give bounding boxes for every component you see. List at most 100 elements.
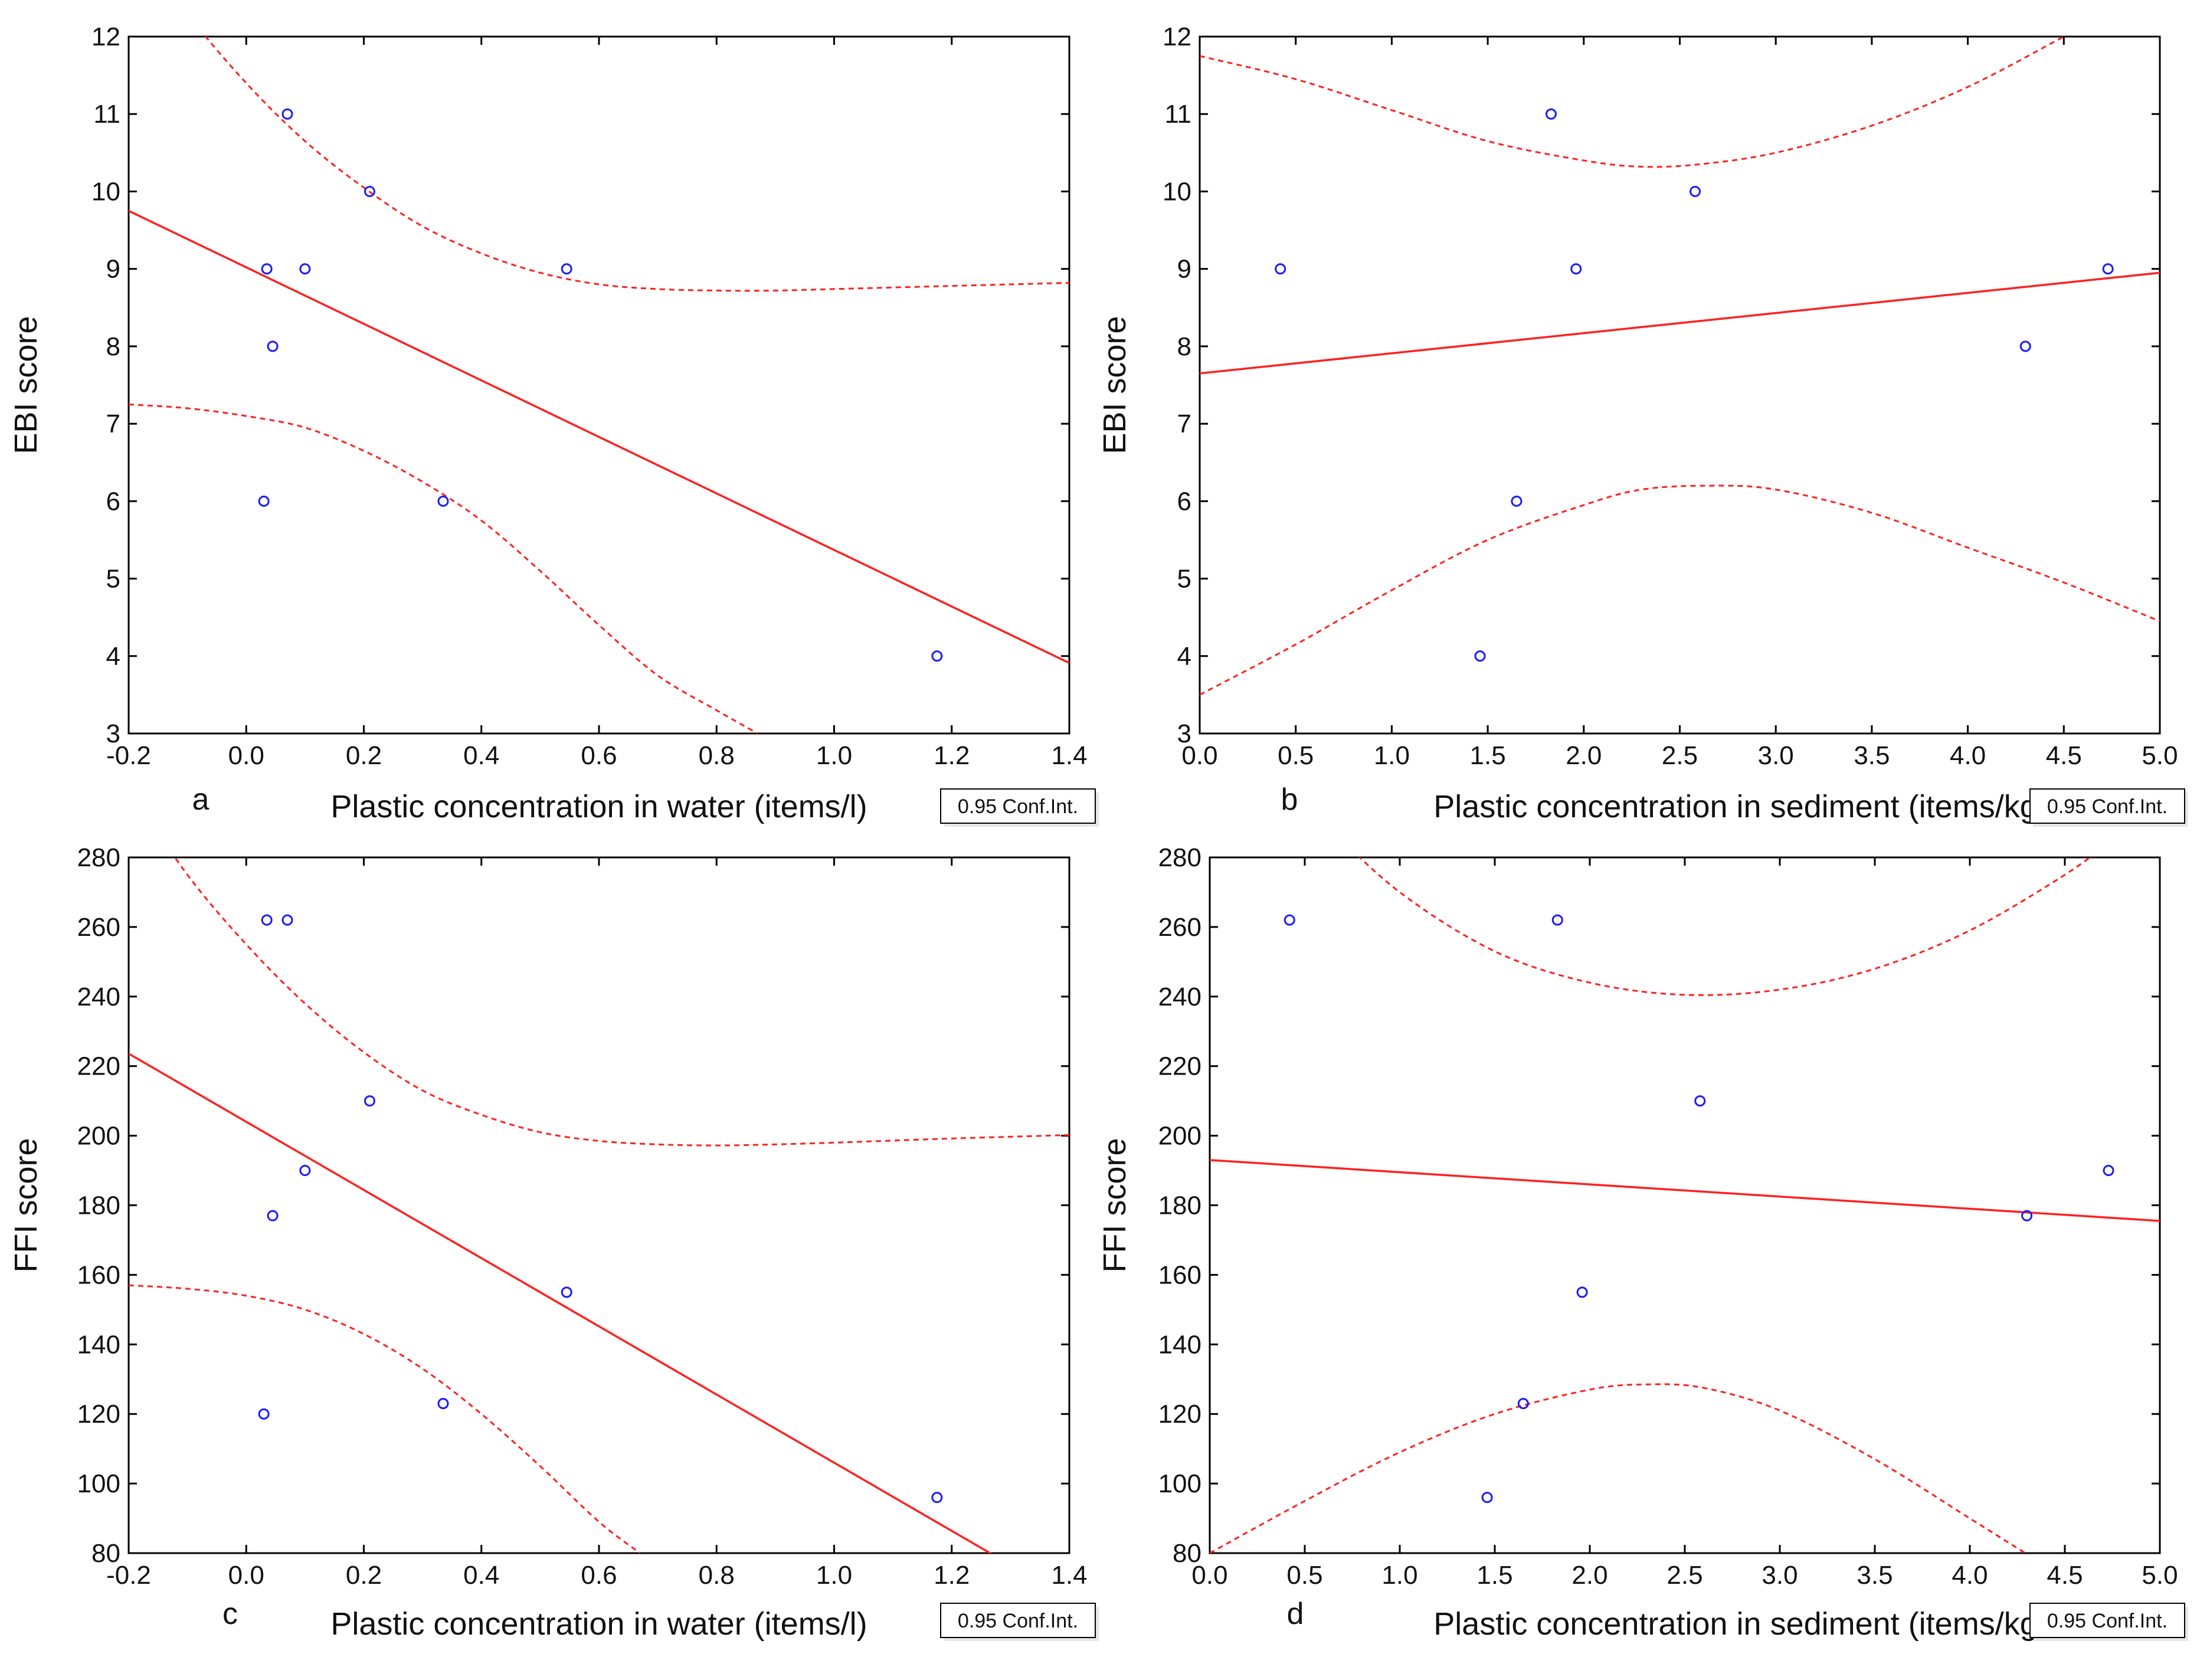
ci-legend-text: 0.95 Conf.Int. bbox=[2047, 795, 2168, 818]
panel-letter: d bbox=[1287, 1597, 1304, 1631]
data-point bbox=[1570, 263, 1582, 275]
chart-panel-d: 0.0 0.5 1.0 1.5 2.0 2.5 3.0 3.5 4.0 4.5 5.0 80 100 12… bbox=[1097, 843, 2188, 1642]
panel-letter: c bbox=[222, 1597, 238, 1631]
x-tick-label: 3.0 bbox=[1758, 741, 1794, 770]
x-tick-label: 3.0 bbox=[1762, 1561, 1798, 1590]
panel-letter: a bbox=[192, 782, 209, 817]
plot-area bbox=[1200, 37, 2160, 696]
ci-upper-curve bbox=[1200, 37, 2064, 168]
x-tick-label: 3.5 bbox=[1854, 741, 1890, 770]
y-tick-label: 6 bbox=[1177, 487, 1191, 516]
regression-line bbox=[1200, 271, 2160, 375]
y-tick-label: 140 bbox=[1158, 1330, 1201, 1359]
x-tick-label: 1.2 bbox=[934, 1561, 970, 1590]
data-point bbox=[261, 263, 273, 275]
data-point bbox=[281, 914, 293, 926]
data-point bbox=[931, 1492, 943, 1504]
data-point bbox=[1690, 185, 1701, 197]
x-tick-label: 1.2 bbox=[934, 741, 970, 770]
chart-panel-b: 0.0 0.5 1.0 1.5 2.0 2.5 3.0 3.5 4.0 4.5 5.0 3 4 5 6 7 8 9… bbox=[1097, 22, 2188, 827]
y-tick-label: 160 bbox=[1158, 1260, 1201, 1289]
regression-line bbox=[129, 1052, 993, 1553]
ci-legend-box bbox=[940, 788, 1096, 824]
x-tick-label: -0.2 bbox=[106, 741, 151, 770]
x-tick-label: 2.5 bbox=[1662, 741, 1698, 770]
ci-legend-box bbox=[2029, 788, 2185, 824]
y-tick-label: 200 bbox=[1158, 1122, 1201, 1151]
y-tick-label: 10 bbox=[1163, 177, 1191, 206]
y-tick-label: 8 bbox=[1177, 332, 1191, 361]
x-tick-label: 4.0 bbox=[1952, 1561, 1988, 1590]
y-tick-label: 9 bbox=[106, 255, 120, 284]
y-tick-label: 240 bbox=[77, 983, 120, 1011]
data-point bbox=[2102, 263, 2114, 275]
x-tick-label: 2.5 bbox=[1666, 1561, 1702, 1590]
y-tick-label: 8 bbox=[106, 332, 120, 361]
panel-letter: b bbox=[1281, 782, 1298, 817]
data-point bbox=[261, 914, 273, 926]
x-axis-title: Plastic concentration in water (items/l) bbox=[330, 789, 867, 824]
y-tick-label: 11 bbox=[1164, 100, 1191, 129]
y-tick-label: 3 bbox=[106, 719, 120, 748]
x-axis-title: Plastic concentration in water (items/l) bbox=[330, 1606, 867, 1642]
x-tick-label: 0.8 bbox=[699, 741, 735, 770]
data-point bbox=[1551, 914, 1563, 926]
ci-lower-curve bbox=[129, 403, 758, 733]
data-point bbox=[1275, 263, 1286, 275]
panels-group: -0.2 0.0 0.2 0.4 0.6 0.8 1.0 1.2 1.4 3 4 5 6 7 8 9 10 11 1… bbox=[8, 22, 2188, 1642]
x-tick-label: 5.0 bbox=[2142, 1561, 2178, 1590]
y-tick-label: 7 bbox=[1177, 410, 1191, 438]
x-tick-label: 1.4 bbox=[1051, 741, 1087, 770]
chart-panel-c: -0.2 0.0 0.2 0.4 0.6 0.8 1.0 1.2 1.4 80 100 120 140 1… bbox=[8, 843, 1099, 1642]
y-tick-label: 120 bbox=[1158, 1400, 1201, 1429]
data-point bbox=[1511, 495, 1523, 507]
ci-upper-curve bbox=[204, 37, 1069, 292]
y-axis-title: FFI score bbox=[1097, 1138, 1132, 1272]
y-tick-label: 80 bbox=[91, 1539, 120, 1568]
x-tick-label: 0.4 bbox=[463, 1561, 499, 1590]
y-tick-label: 6 bbox=[106, 487, 120, 516]
y-tick-label: 280 bbox=[1158, 843, 1201, 872]
plot-area bbox=[129, 37, 1069, 733]
ci-legend-text: 0.95 Conf.Int. bbox=[958, 1610, 1078, 1632]
data-point bbox=[299, 1165, 311, 1177]
y-tick-label: 160 bbox=[77, 1260, 120, 1289]
y-tick-label: 220 bbox=[1158, 1052, 1201, 1081]
data-point bbox=[1474, 650, 1486, 662]
data-point bbox=[931, 650, 943, 662]
x-tick-label: 4.0 bbox=[1950, 741, 1986, 770]
y-tick-label: 120 bbox=[77, 1400, 120, 1429]
x-tick-label: 0.2 bbox=[346, 1561, 382, 1590]
data-point bbox=[1545, 108, 1557, 120]
data-point bbox=[561, 263, 572, 275]
data-point bbox=[1576, 1286, 1588, 1298]
x-tick-label: 1.4 bbox=[1051, 1561, 1087, 1590]
y-tick-label: 10 bbox=[91, 177, 120, 206]
y-axis-title: EBI score bbox=[1097, 316, 1132, 454]
plot-area bbox=[1210, 857, 2160, 1553]
ci-legend-box bbox=[940, 1603, 1096, 1638]
x-tick-label: 2.0 bbox=[1566, 741, 1602, 770]
x-tick-label: 1.5 bbox=[1476, 1561, 1512, 1590]
y-tick-label: 4 bbox=[1177, 642, 1191, 671]
data-point bbox=[281, 108, 293, 120]
x-tick-label: 2.0 bbox=[1571, 1561, 1607, 1590]
data-point bbox=[1517, 1398, 1529, 1410]
x-tick-label: 1.0 bbox=[816, 741, 852, 770]
y-axis-title: EBI score bbox=[8, 316, 44, 454]
plot-area bbox=[129, 857, 1069, 1553]
x-tick-label: 1.0 bbox=[816, 1561, 852, 1590]
data-point bbox=[258, 1408, 270, 1420]
ci-legend-box bbox=[2029, 1603, 2185, 1638]
ci-upper-curve bbox=[1358, 857, 2092, 996]
x-tick-label: 0.5 bbox=[1286, 1561, 1322, 1590]
x-tick-label: 0.6 bbox=[581, 1561, 617, 1590]
data-point bbox=[364, 1095, 375, 1107]
data-point bbox=[2021, 1210, 2033, 1221]
chart-panel-a: -0.2 0.0 0.2 0.4 0.6 0.8 1.0 1.2 1.4 3 4 5 6 7 8 9 10 11 1… bbox=[8, 22, 1099, 827]
y-tick-label: 5 bbox=[1177, 565, 1191, 594]
ci-lower-curve bbox=[1200, 484, 2160, 696]
x-tick-label: 0.0 bbox=[1191, 1561, 1227, 1590]
